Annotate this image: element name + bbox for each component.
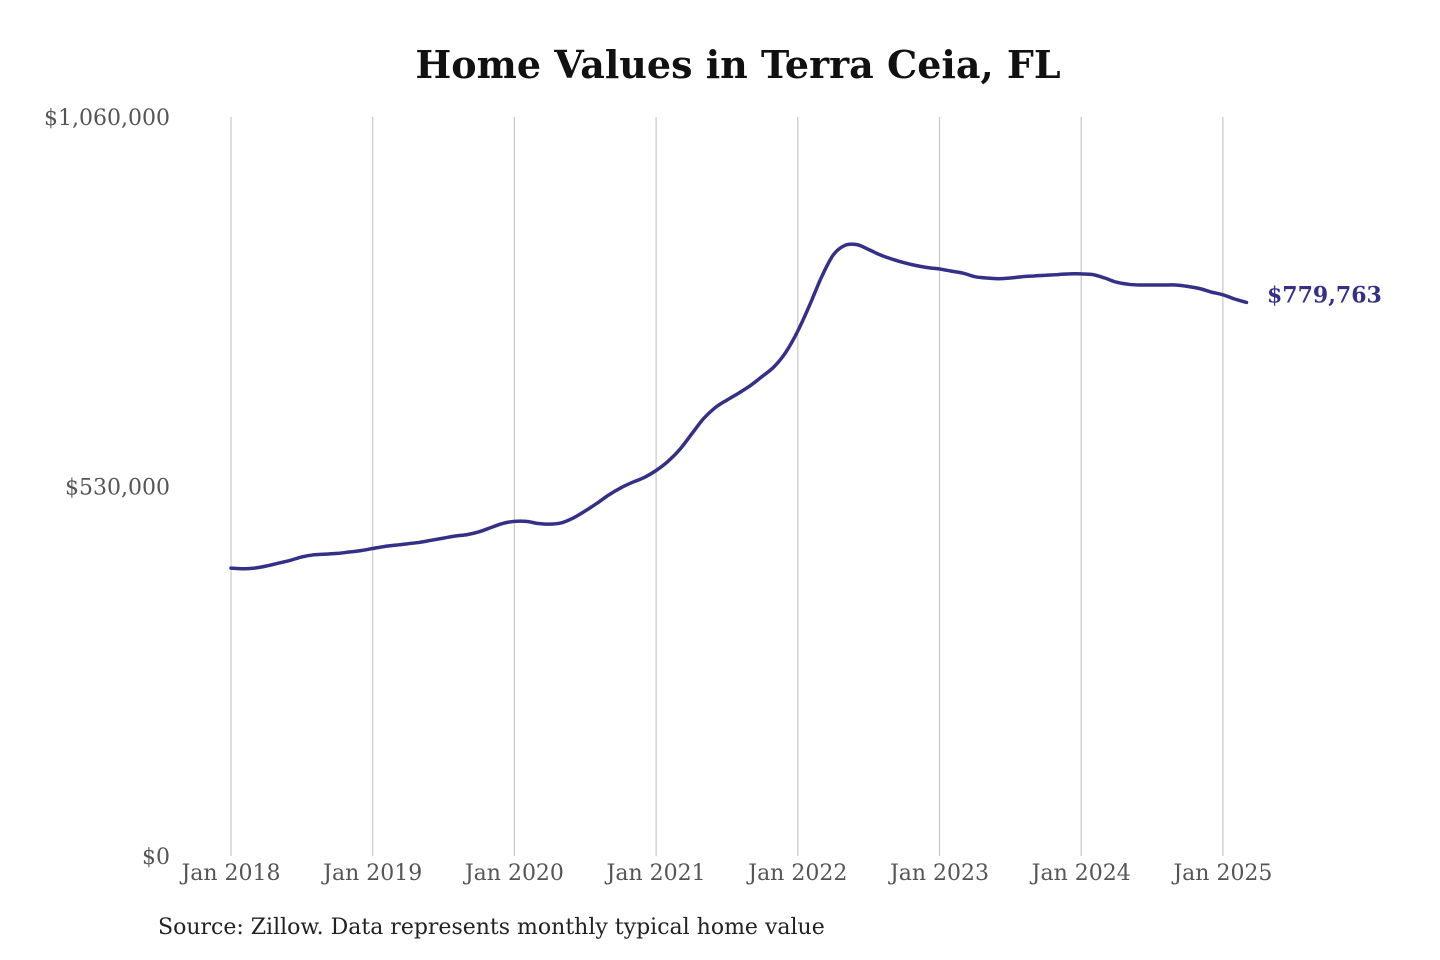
x-tick-label: Jan 2022 — [746, 861, 847, 886]
x-tick-label: Jan 2023 — [888, 861, 989, 886]
y-tick-label: $530,000 — [65, 476, 170, 501]
x-tick-label: Jan 2020 — [463, 861, 564, 886]
x-tick-label: Jan 2025 — [1171, 861, 1272, 886]
chart-title: Home Values in Terra Ceia, FL — [415, 42, 1061, 87]
source-note: Source: Zillow. Data represents monthly … — [158, 915, 825, 940]
y-tick-label: $1,060,000 — [44, 106, 170, 131]
end-value-label: $779,763 — [1267, 282, 1382, 308]
y-tick-label: $0 — [142, 845, 170, 870]
x-tick-label: Jan 2018 — [179, 861, 280, 886]
gridlines — [230, 117, 1224, 856]
x-tick-label: Jan 2021 — [605, 861, 706, 886]
x-tick-label: Jan 2024 — [1030, 861, 1131, 886]
x-axis-tick-labels: Jan 2018 Jan 2019 Jan 2020 Jan 2021 Jan 2022… — [179, 861, 1272, 886]
series-line-home-value — [229, 242, 1249, 571]
y-axis-tick-labels: $0 $530,000 $1,060,000 — [44, 106, 170, 870]
x-tick-label: Jan 2019 — [321, 861, 422, 886]
